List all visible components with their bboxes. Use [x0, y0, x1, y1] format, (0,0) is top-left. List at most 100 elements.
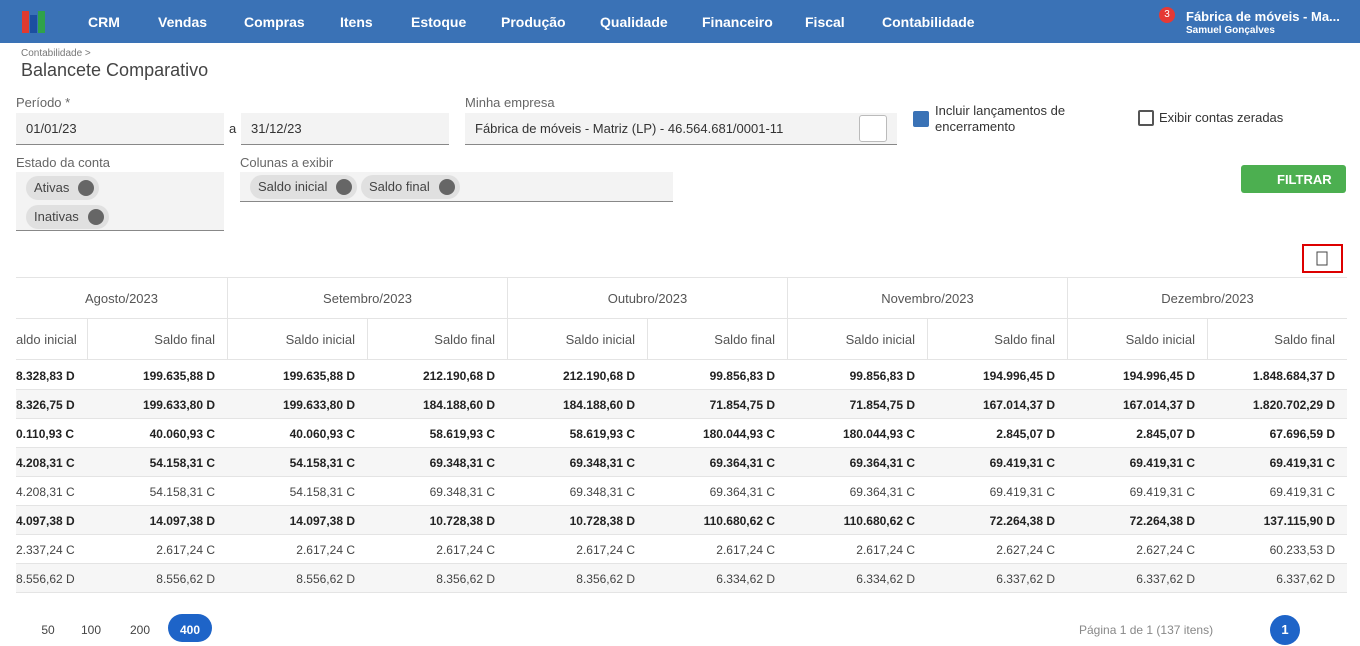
- table-cell: 8.556,62 D: [16, 564, 87, 593]
- table-cell: 167.014,37 D: [1067, 390, 1207, 419]
- page-title: Balancete Comparativo: [21, 60, 209, 80]
- nav-item[interactable]: Contabilidade: [882, 14, 975, 30]
- table-cell: 199.633,80 D: [87, 390, 227, 419]
- table-cell: 8.356,62 D: [507, 564, 647, 593]
- table-cell: 8.328,83 D: [16, 361, 87, 390]
- columns-select[interactable]: Saldo inicial Saldo final: [240, 172, 673, 202]
- table-cell: 40.060,93 C: [227, 419, 367, 448]
- table-cell: 72.264,38 D: [927, 506, 1067, 535]
- period-separator: a: [229, 121, 237, 136]
- company-name[interactable]: Fábrica de móveis - Ma...: [1186, 9, 1340, 24]
- table-cell: 69.364,31 C: [647, 477, 787, 506]
- company-label: Minha empresa: [465, 95, 555, 110]
- page-size[interactable]: 50: [41, 623, 55, 637]
- chip[interactable]: Saldo final: [361, 175, 460, 199]
- company-select[interactable]: Fábrica de móveis - Matriz (LP) - 46.564…: [465, 113, 897, 145]
- table-cell: 40.060,93 C: [87, 419, 227, 448]
- nav-item[interactable]: Vendas: [158, 14, 208, 30]
- nav-item[interactable]: CRM: [88, 14, 120, 30]
- table-cell: 194.996,45 D: [927, 361, 1067, 390]
- notification-badge[interactable]: 3: [1159, 7, 1175, 23]
- nav-item[interactable]: Compras: [244, 14, 305, 30]
- checkbox-label: Incluir lançamentos de encerramento: [935, 103, 1066, 134]
- month-header: Dezembro/2023: [1067, 278, 1347, 319]
- table-cell: 8.356,62 D: [367, 564, 507, 593]
- table-cell: 212.190,68 D: [507, 361, 647, 390]
- table-cell: 69.348,31 C: [507, 448, 647, 477]
- table-cell: 69.419,31 C: [1067, 477, 1207, 506]
- table-cell: 69.348,31 C: [507, 477, 647, 506]
- search-button[interactable]: [859, 115, 887, 142]
- table-cell: 58.619,93 C: [507, 419, 647, 448]
- nav-item[interactable]: Qualidade: [600, 14, 668, 30]
- table-cell: 2.627,24 C: [1067, 535, 1207, 564]
- table-cell: 2.617,24 C: [367, 535, 507, 564]
- pagination: 50 100 200 400 Página 1 de 1 (137 itens) 1: [0, 614, 1360, 645]
- page-size[interactable]: 200: [129, 623, 151, 637]
- table-cell: 10.728,38 D: [367, 506, 507, 535]
- table-cell: 1.820.702,29 D: [1207, 390, 1347, 419]
- month-header: Novembro/2023: [787, 278, 1067, 319]
- table-cell: 6.337,62 D: [927, 564, 1067, 593]
- table-cell: 6.334,62 D: [787, 564, 927, 593]
- page-size[interactable]: 100: [80, 623, 102, 637]
- table-cell: 2.845,07 D: [927, 419, 1067, 448]
- start-date-value: 01/01/23: [26, 121, 77, 136]
- table-cell: 14.097,38 D: [87, 506, 227, 535]
- checkbox-label: Exibir contas zeradas: [1159, 110, 1284, 125]
- table-cell: 69.419,31 C: [927, 448, 1067, 477]
- nav-item[interactable]: Fiscal: [805, 14, 845, 30]
- end-date[interactable]: 31/12/23: [241, 113, 449, 145]
- table-cell: 2.627,24 C: [927, 535, 1067, 564]
- checkbox[interactable]: [1138, 110, 1154, 126]
- breadcrumb[interactable]: Contabilidade >: [21, 48, 91, 59]
- table-cell: 99.856,83 D: [647, 361, 787, 390]
- page-size[interactable]: 400: [168, 614, 212, 642]
- table-cell: 212.190,68 D: [367, 361, 507, 390]
- checkbox[interactable]: [913, 111, 929, 127]
- table-cell: 4.097,38 D: [16, 506, 87, 535]
- table-cell: 199.635,88 D: [87, 361, 227, 390]
- table-cell: 0.110,93 C: [16, 419, 87, 448]
- table-cell: 2.617,24 C: [87, 535, 227, 564]
- nav-item[interactable]: Produção: [501, 14, 566, 30]
- table-cell: 2.337,24 C: [16, 535, 87, 564]
- logo[interactable]: [22, 11, 46, 33]
- start-date[interactable]: 01/01/23: [16, 113, 224, 145]
- export-button[interactable]: [1302, 244, 1343, 273]
- table-cell: 54.158,31 C: [87, 477, 227, 506]
- column-header: aldo inicial: [16, 319, 87, 360]
- table-cell: 4.208,31 C: [16, 448, 87, 477]
- column-header: Saldo final: [367, 319, 507, 360]
- column-header: Saldo inicial: [787, 319, 927, 360]
- table-cell: 72.264,38 D: [1067, 506, 1207, 535]
- chip[interactable]: Saldo inicial: [250, 175, 358, 199]
- chip[interactable]: Ativas: [26, 176, 100, 200]
- table-cell: 4.208,31 C: [16, 477, 87, 506]
- table-cell: 2.617,24 C: [787, 535, 927, 564]
- end-date-value: 31/12/23: [251, 121, 302, 136]
- column-header: Saldo inicial: [1067, 319, 1207, 360]
- table-cell: 8.326,75 D: [16, 390, 87, 419]
- table-cell: 137.115,90 D: [1207, 506, 1347, 535]
- table-cell: 14.097,38 D: [227, 506, 367, 535]
- column-header: Saldo inicial: [227, 319, 367, 360]
- table-cell: 8.556,62 D: [87, 564, 227, 593]
- status-select[interactable]: Ativas Inativas: [16, 172, 224, 231]
- table-cell: 69.419,31 C: [1067, 448, 1207, 477]
- column-header: Saldo final: [87, 319, 227, 360]
- table: Agosto/2023 Setembro/2023 Outubro/2023 Nove…: [16, 277, 1347, 602]
- table-cell: 10.728,38 D: [507, 506, 647, 535]
- nav-item[interactable]: Financeiro: [702, 14, 773, 30]
- filter-button[interactable]: FILTRAR: [1241, 165, 1346, 193]
- nav-item[interactable]: Estoque: [411, 14, 467, 30]
- chip[interactable]: Inativas: [26, 205, 109, 229]
- table-cell: 8.556,62 D: [227, 564, 367, 593]
- table-cell: 2.845,07 D: [1067, 419, 1207, 448]
- table-cell: 71.854,75 D: [647, 390, 787, 419]
- nav-item[interactable]: Itens: [340, 14, 373, 30]
- month-header: Setembro/2023: [227, 278, 507, 319]
- table-cell: 2.617,24 C: [227, 535, 367, 564]
- page-number[interactable]: 1: [1270, 615, 1300, 645]
